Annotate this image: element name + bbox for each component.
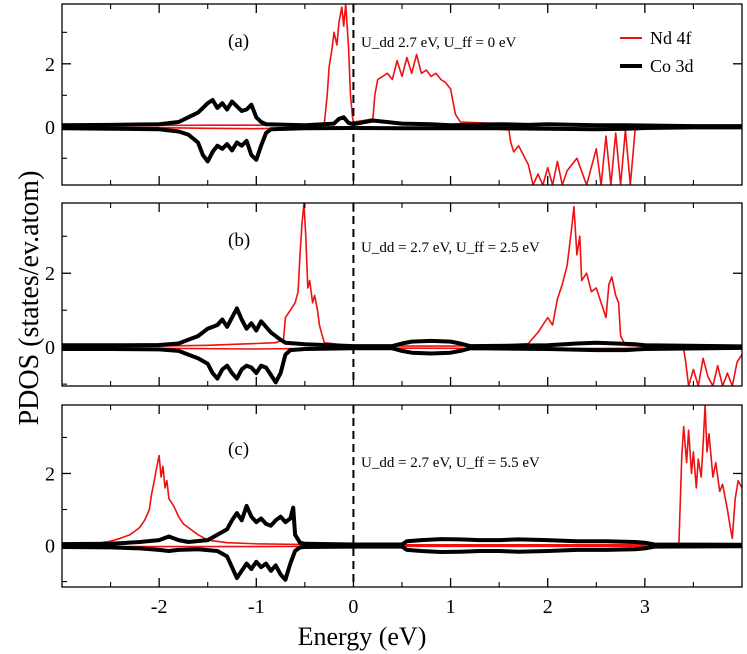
panel-c-y-tick-label: 0 xyxy=(45,536,55,558)
panel-b-series-nd4f-dn xyxy=(62,347,742,386)
x-tick-label: 3 xyxy=(640,596,650,618)
panel-b-series-nd4f-up xyxy=(62,203,742,348)
x-tick-label: -2 xyxy=(151,596,168,618)
x-tick-label: 0 xyxy=(348,596,358,618)
panel-a-y-tick-label: 0 xyxy=(45,117,55,139)
panel-c-series-nd4f-up xyxy=(62,405,742,546)
panel-a-y-tick-label: 2 xyxy=(45,54,55,76)
panel-b-frame xyxy=(61,202,743,387)
panel-a-series-nd4f-dn xyxy=(62,126,742,185)
panel-b-y-tick-label: 0 xyxy=(45,337,55,359)
panel-a-series-nd4f-up xyxy=(62,4,742,127)
y-axis-label: PDOS (states/ev.atom) xyxy=(14,171,45,426)
panel-a-series-co3d-up xyxy=(62,98,742,129)
panel-a-frame xyxy=(61,3,743,186)
panel-c-series-co3d-up xyxy=(62,503,742,547)
panel-a-annotation: U_dd 2.7 eV, U_ff = 0 eV xyxy=(361,35,517,51)
panel-b-y-tick-label: 2 xyxy=(45,263,55,285)
x-tick-label: -1 xyxy=(248,596,265,618)
panel-c-series-co3d-dn xyxy=(62,544,742,582)
x-tick-label: 2 xyxy=(543,596,553,618)
panel-b-series-co3d-up xyxy=(62,306,742,349)
panel-b-annotation: U_dd = 2.7 eV, U_ff = 2.5 eV xyxy=(361,240,540,256)
panel-b-series-co3d-dn xyxy=(62,345,742,385)
panel-c-label: (c) xyxy=(228,439,249,460)
x-axis-label: Energy (eV) xyxy=(298,622,427,651)
legend-label-nd4f: Nd 4f xyxy=(650,28,692,48)
panel-b-label: (b) xyxy=(228,230,250,251)
panel-c-annotation: U_dd = 2.7 eV, U_ff = 5.5 eV xyxy=(361,455,540,471)
legend-label-co3d: Co 3d xyxy=(650,56,694,76)
panel-a-label: (a) xyxy=(228,31,249,52)
panel-a-series-co3d-dn xyxy=(62,125,742,164)
x-tick-label: 1 xyxy=(446,596,456,618)
panel-c-frame xyxy=(61,404,743,588)
panel-c-y-tick-label: 2 xyxy=(45,463,55,485)
